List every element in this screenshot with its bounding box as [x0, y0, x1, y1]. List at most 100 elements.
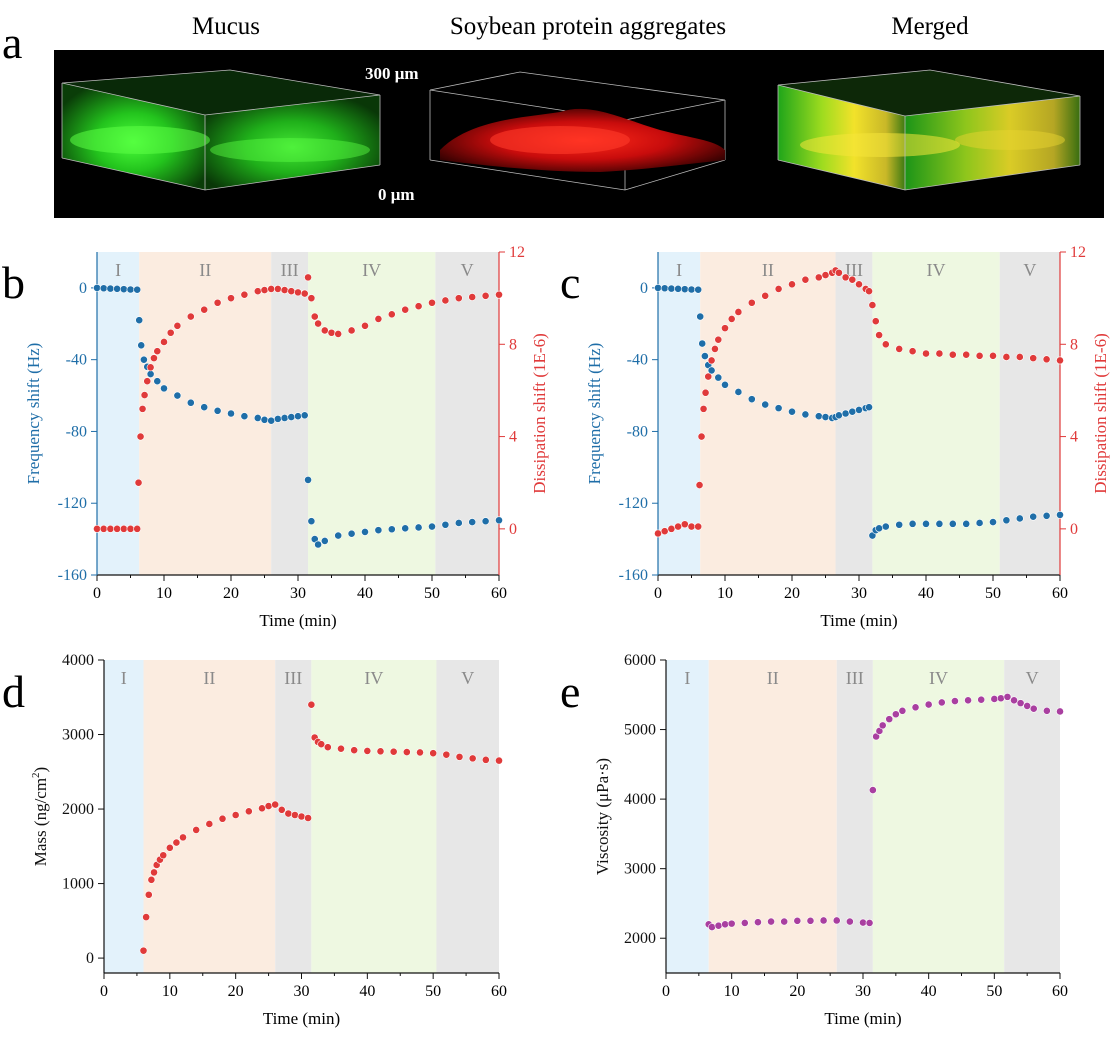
x-tick-label-c: 60: [1052, 585, 1068, 602]
data-point-b-s1: [387, 310, 396, 319]
x-axis-label-e: Time (min): [824, 1009, 901, 1028]
y-tick-label-c: -40: [627, 352, 648, 369]
y2-tick-label-c: 8: [1070, 336, 1078, 353]
y-tick-label-b: 0: [79, 280, 87, 297]
data-point-c-s0: [865, 403, 873, 412]
data-point-c-s0: [680, 285, 689, 294]
data-point-e-s0: [1056, 707, 1064, 716]
data-point-b-s0: [287, 413, 296, 421]
data-point-b-s0: [106, 284, 115, 293]
region-d-II: [143, 660, 276, 973]
y2-axis-label-b: Dissipation shift (1E-6): [530, 333, 549, 494]
data-point-d-s0: [150, 868, 158, 877]
data-point-b-s1: [441, 296, 450, 305]
data-point-e-s0: [997, 694, 1005, 703]
data-point-d-s0: [165, 843, 174, 852]
region-e-I: [666, 660, 709, 973]
region-label-c-V: V: [1023, 260, 1036, 280]
data-point-b-s0: [320, 537, 329, 545]
x-tick-label-d: 0: [100, 983, 108, 1000]
data-point-d-s0: [429, 749, 438, 758]
data-point-b-s1: [133, 524, 142, 533]
data-point-b-s1: [138, 404, 147, 413]
data-point-c-s1: [695, 481, 704, 489]
data-point-d-s0: [264, 802, 273, 810]
data-point-c-s0: [895, 520, 904, 529]
data-point-e-s0: [793, 916, 802, 925]
mucus-3d-image: [61, 69, 381, 191]
region-label-e-IV: IV: [929, 668, 948, 688]
data-point-b-s1: [401, 305, 410, 314]
scale-top: 300 μm: [365, 64, 419, 83]
data-point-d-s0: [277, 805, 286, 814]
data-point-c-s0: [694, 285, 703, 294]
data-point-c-s0: [721, 380, 729, 389]
y-tick-label-e: 3000: [624, 861, 656, 878]
data-point-e-s0: [714, 921, 723, 930]
data-point-b-s0: [260, 415, 269, 424]
y-tick-label-e: 2000: [624, 930, 656, 947]
data-point-b-s1: [273, 285, 282, 293]
data-point-b-s1: [136, 432, 145, 441]
x-tick-label-d: 50: [425, 983, 441, 1000]
data-point-c-s1: [841, 273, 850, 282]
data-point-d-s0: [192, 826, 201, 834]
y2-tick-label-b: 4: [509, 429, 517, 446]
data-point-c-s1: [908, 347, 917, 356]
data-point-b-s1: [160, 338, 168, 346]
region-label-b-V: V: [461, 260, 474, 280]
region-c-I: [658, 252, 701, 575]
data-point-d-s0: [172, 838, 181, 847]
data-point-e-s0: [845, 917, 854, 926]
y-axis-label-c: Frequency shift (Hz): [585, 343, 604, 485]
data-point-e-s0: [885, 715, 894, 724]
data-point-b-s0: [304, 475, 312, 484]
x-axis-label-b: Time (min): [259, 611, 336, 630]
data-point-b-s1: [99, 524, 108, 533]
scale-bottom: 0 μm: [378, 185, 415, 204]
region-label-d-II: II: [203, 668, 215, 688]
panel-letter-e: e: [560, 666, 580, 717]
data-point-c-s0: [687, 285, 696, 294]
title-merged: Merged: [891, 13, 969, 40]
region-e-IV: [872, 660, 1005, 973]
data-point-c-s1: [1056, 356, 1064, 365]
data-point-d-s0: [218, 814, 227, 823]
data-point-d-s0: [455, 752, 464, 761]
x-tick-label-c: 50: [985, 585, 1001, 602]
data-point-b-s0: [307, 517, 316, 526]
data-point-c-s1: [727, 315, 736, 323]
y2-tick-label-c: 4: [1070, 429, 1078, 446]
region-label-d-III: III: [284, 668, 302, 688]
data-point-c-s1: [1029, 354, 1038, 363]
data-point-b-s1: [347, 326, 356, 335]
data-point-b-s1: [280, 286, 289, 294]
region-label-d-I: I: [121, 668, 127, 688]
data-point-c-s1: [922, 349, 930, 358]
x-tick-label-e: 20: [789, 983, 805, 1000]
data-point-c-s0: [814, 412, 823, 421]
y-axis-label-sup-d: 2: [30, 772, 42, 778]
data-point-b-s0: [200, 403, 209, 412]
y-axis-label-text-c: Frequency shift (Hz): [585, 343, 604, 485]
region-label-c-II: II: [762, 260, 774, 280]
merged-3d-image: [777, 69, 1081, 191]
data-point-c-s0: [841, 409, 850, 418]
data-point-c-s1: [660, 527, 669, 536]
x-tick-label-c: 30: [851, 585, 867, 602]
data-point-e-s0: [1023, 702, 1032, 710]
x-tick-label-e: 30: [855, 983, 871, 1000]
data-point-e-s0: [708, 923, 716, 931]
y-tick-label-b: -160: [58, 567, 87, 584]
data-point-b-s0: [99, 284, 108, 293]
data-point-d-s0: [231, 811, 240, 819]
y-tick-label-d: 1000: [62, 876, 94, 893]
data-point-b-s0: [428, 522, 436, 531]
data-point-b-s1: [468, 293, 477, 301]
title-soybean: Soybean protein aggregates: [450, 13, 726, 40]
data-point-e-s0: [898, 706, 907, 715]
data-point-c-s0: [788, 407, 796, 416]
data-point-b-s0: [334, 531, 343, 540]
data-point-b-s0: [441, 520, 450, 529]
data-point-b-s0: [347, 529, 356, 538]
